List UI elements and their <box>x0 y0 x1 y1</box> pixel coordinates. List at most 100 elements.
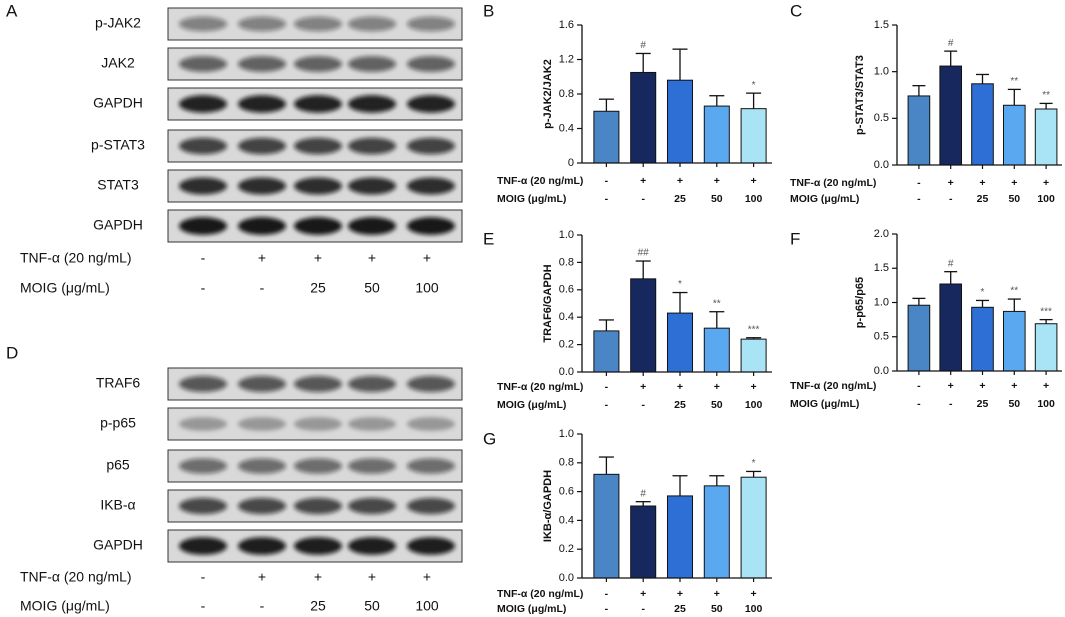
y-tick-label: 0.0 <box>874 159 889 171</box>
blot-band <box>294 56 342 72</box>
y-tick-label: 0.5 <box>874 331 889 343</box>
treatment-value: 50 <box>364 280 380 296</box>
significance-mark: * <box>752 80 756 91</box>
treatment-value: - <box>260 280 265 296</box>
treatment-label: TNF-α (20 ng/mL) <box>497 588 583 600</box>
blot-band <box>179 217 227 235</box>
treatment-value: + <box>677 175 683 187</box>
treatment-value: - <box>917 380 921 392</box>
blot-label: p-p65 <box>100 415 136 431</box>
panel-label: E <box>483 229 494 248</box>
treatment-label: MOIG (μg/mL) <box>790 193 859 205</box>
y-tick-label: 0.8 <box>559 88 574 100</box>
treatment-value: 100 <box>745 399 763 411</box>
y-tick-label: 1.5 <box>874 19 889 31</box>
blot-band <box>179 56 227 72</box>
blot-label: GAPDH <box>93 217 143 233</box>
bar <box>593 110 620 164</box>
treatment-value: 100 <box>745 603 763 615</box>
blot-band <box>348 56 396 72</box>
treatment-value: + <box>640 381 646 393</box>
blot-label: GAPDH <box>93 95 143 111</box>
y-axis-label: TRAF6/GAPDH <box>542 264 554 342</box>
y-tick-label: 1.5 <box>874 262 889 274</box>
treatment-label: TNF-α (20 ng/mL) <box>20 250 132 266</box>
treatment-value: 100 <box>1037 398 1055 410</box>
treatment-value: 25 <box>977 193 989 205</box>
bar <box>971 83 994 166</box>
y-axis-label: p-p65/p65 <box>854 277 866 328</box>
treatment-value: + <box>1043 380 1049 392</box>
y-tick-label: 1.2 <box>559 53 574 65</box>
blot-band <box>348 417 396 431</box>
bar <box>630 71 657 164</box>
treatment-value: + <box>751 175 757 187</box>
bar <box>666 79 694 164</box>
y-tick-label: 1.0 <box>559 229 574 241</box>
blot-band <box>294 537 342 555</box>
blot-label: GAPDH <box>93 537 143 553</box>
blot-band <box>238 217 286 235</box>
blot-band <box>294 217 342 235</box>
y-tick-label: 0.4 <box>559 122 574 134</box>
blot-band <box>348 16 396 32</box>
bar <box>630 278 657 373</box>
treatment-value: + <box>677 381 683 393</box>
significance-mark: * <box>678 279 682 290</box>
blot-band <box>407 458 455 474</box>
treatment-value: 100 <box>415 598 439 614</box>
treatment-value: + <box>714 175 720 187</box>
treatment-value: - <box>917 177 921 189</box>
bar <box>703 485 730 579</box>
treatment-label: TNF-α (20 ng/mL) <box>790 380 876 392</box>
y-tick-label: 0.4 <box>559 311 574 323</box>
treatment-value: 100 <box>415 280 439 296</box>
blot-label: p65 <box>106 457 130 473</box>
blot-band <box>238 458 286 474</box>
blot-label: IKB-α <box>100 497 135 513</box>
blot-band <box>294 16 342 32</box>
blot-band <box>407 376 455 392</box>
blot-band <box>407 95 455 113</box>
blot-band <box>238 95 286 113</box>
y-tick-label: 1.0 <box>874 296 889 308</box>
blot-band <box>179 417 227 431</box>
y-tick-label: 0.2 <box>559 339 574 351</box>
blot-band <box>294 458 342 474</box>
treatment-label: TNF-α (20 ng/mL) <box>20 569 132 585</box>
blot-band <box>179 16 227 32</box>
treatment-value: 50 <box>711 603 723 615</box>
blot-band <box>348 217 396 235</box>
y-tick-label: 0.0 <box>559 572 574 584</box>
blot-band <box>294 497 342 515</box>
treatment-value: 100 <box>1037 193 1055 205</box>
treatment-value: - <box>260 598 265 614</box>
blot-band <box>238 537 286 555</box>
blot-band <box>294 137 342 155</box>
treatment-value: + <box>948 177 954 189</box>
y-tick-label: 0.2 <box>559 543 574 555</box>
blot-band <box>179 137 227 155</box>
treatment-label: MOIG (μg/mL) <box>497 193 566 205</box>
treatment-value: + <box>714 381 720 393</box>
blot-band <box>348 177 396 195</box>
treatment-value: 25 <box>310 280 326 296</box>
significance-mark: # <box>948 38 954 49</box>
treatment-value: - <box>605 588 609 600</box>
blot-band <box>294 417 342 431</box>
treatment-label: MOIG (μg/mL) <box>497 603 566 615</box>
blot-band <box>179 497 227 515</box>
treatment-value: + <box>979 177 985 189</box>
treatment-value: + <box>714 588 720 600</box>
treatment-value: 25 <box>674 603 686 615</box>
blot-band <box>407 16 455 32</box>
treatment-value: - <box>917 193 921 205</box>
y-tick-label: 0.8 <box>559 256 574 268</box>
y-axis-label: p-JAK2/JAK2 <box>542 59 554 129</box>
treatment-value: - <box>605 381 609 393</box>
treatment-value: 50 <box>1008 398 1020 410</box>
treatment-value: + <box>979 380 985 392</box>
bar <box>1002 310 1026 372</box>
blot-band <box>238 417 286 431</box>
